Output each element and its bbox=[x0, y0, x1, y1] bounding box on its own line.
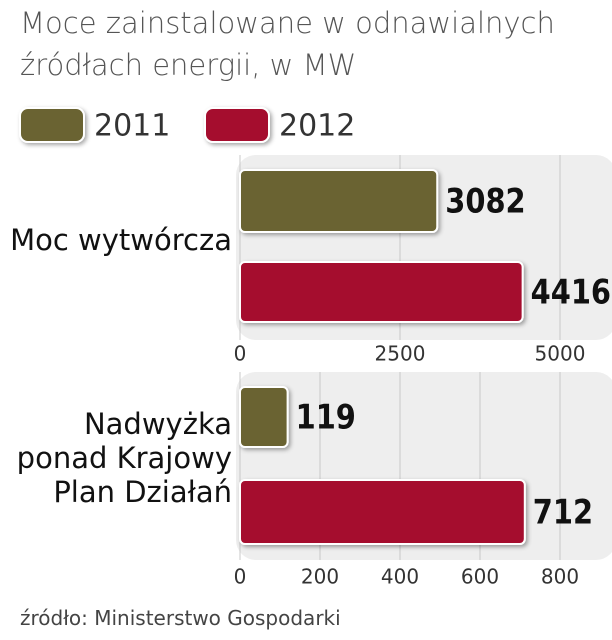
legend-swatch bbox=[204, 107, 270, 143]
bar bbox=[239, 479, 526, 545]
x-tick-label: 400 bbox=[381, 565, 419, 589]
bar bbox=[239, 261, 524, 323]
bar bbox=[239, 386, 289, 448]
value-label: 3082 bbox=[445, 183, 525, 222]
legend-label: 2011 bbox=[94, 109, 170, 144]
x-tick-label: 0 bbox=[234, 565, 247, 589]
x-tick-label: 200 bbox=[301, 565, 339, 589]
value-label: 4416 bbox=[531, 274, 611, 313]
category-label: Nadwyżka ponad Krajowy Plan Działań bbox=[16, 407, 232, 509]
x-tick-label: 5000 bbox=[535, 342, 586, 366]
x-tick-label: 0 bbox=[234, 342, 247, 366]
value-label: 712 bbox=[533, 494, 593, 533]
legend-swatch bbox=[19, 107, 85, 143]
source: źródło: Ministerstwo Gospodarki bbox=[20, 606, 341, 630]
x-tick-label: 800 bbox=[541, 565, 579, 589]
value-label: 119 bbox=[296, 399, 356, 438]
chart-title: Moce zainstalowane w odnawialnych źródła… bbox=[20, 6, 555, 82]
bar bbox=[239, 169, 439, 233]
category-label: Moc wytwórcza bbox=[10, 222, 232, 257]
x-tick-label: 2500 bbox=[375, 342, 426, 366]
x-tick-label: 600 bbox=[461, 565, 499, 589]
legend-label: 2012 bbox=[279, 109, 355, 144]
